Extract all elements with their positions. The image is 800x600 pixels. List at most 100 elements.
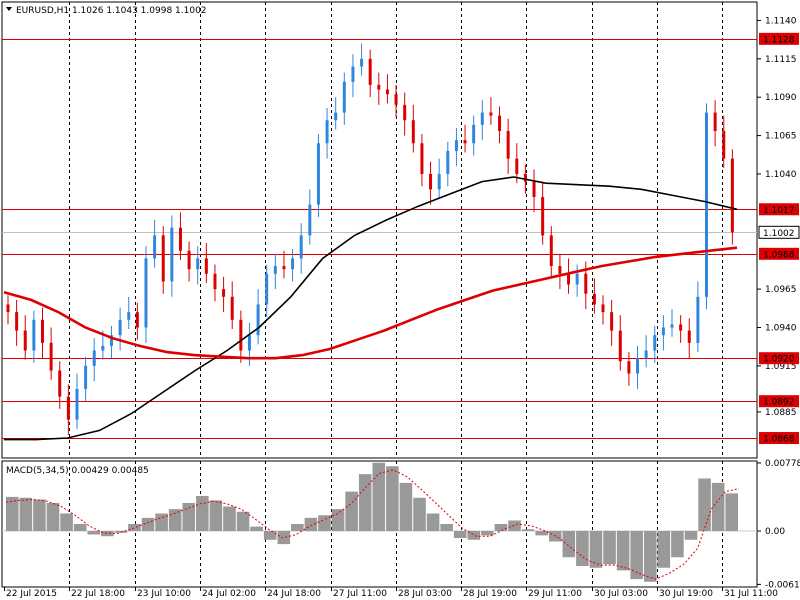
candle-body (661, 327, 665, 336)
macd-bar (725, 493, 738, 531)
candle-body (6, 304, 10, 313)
candle-body (170, 227, 174, 282)
candle-body (377, 84, 381, 90)
candle-body (644, 350, 648, 359)
candle-body (204, 258, 208, 274)
macd-bar (196, 496, 209, 531)
macd-bar (467, 531, 481, 540)
level-price-box (759, 32, 799, 45)
candle-body (489, 112, 493, 116)
macd-bar (521, 529, 535, 531)
candle-body (75, 388, 79, 420)
candle-body (213, 273, 217, 290)
macd-bar (223, 506, 236, 531)
x-tick-label: 30 Jul 03:00 (594, 589, 648, 599)
candle-body (291, 258, 295, 270)
macd-plot-frame (1, 460, 758, 588)
macd-tick-label: 0.00 (765, 527, 785, 537)
macd-bar (155, 513, 168, 531)
candle-body (161, 235, 165, 282)
candle-body (239, 319, 243, 351)
candle-body (636, 358, 640, 374)
candle-body (360, 58, 364, 67)
macd-bar (372, 462, 386, 531)
level-price-label: 1.0868 (763, 435, 795, 445)
candle-body (532, 181, 536, 197)
candle-body (230, 296, 234, 320)
chart-title: EURUSD,H1 1.1026 1.1043 1.0998 1.1002 (16, 6, 207, 16)
x-tick-label: 29 Jul 11:00 (528, 589, 582, 599)
candle-body (49, 342, 53, 371)
x-tick-label: 28 Jul 03:00 (398, 589, 452, 599)
candle-body (558, 266, 562, 274)
macd-bar (426, 513, 440, 531)
candle-body (696, 296, 700, 343)
candle-body (40, 319, 44, 343)
macd-bar (345, 491, 358, 531)
macd-bar (101, 531, 114, 537)
candle-body (592, 293, 596, 305)
macd-bar (671, 531, 684, 558)
candle-body (351, 66, 355, 82)
y-tick-label: 1.1115 (765, 55, 797, 65)
triangle-down-icon[interactable] (6, 7, 12, 11)
macd-bar (399, 482, 413, 531)
candle-body (394, 94, 398, 105)
macd-signal-line (5, 469, 740, 580)
x-tick-label: 22 Jul 2015 (6, 589, 57, 599)
x-tick-label: 23 Jul 10:00 (137, 589, 191, 599)
level-price-label: 1.1128 (763, 35, 795, 45)
macd-bar (6, 496, 19, 531)
candle-body (653, 335, 657, 351)
y-tick-label: 1.0940 (765, 323, 797, 333)
macd-bar (413, 497, 426, 531)
current-price-box (758, 225, 800, 239)
candle-body (144, 258, 148, 328)
candle-body (334, 112, 338, 121)
candle-body (601, 304, 605, 313)
candle-body (127, 312, 131, 320)
candle-body (411, 120, 415, 144)
y-tick-label: 1.0915 (765, 362, 797, 372)
candle-body (273, 266, 277, 274)
x-tick-label: 31 Jul 11:00 (724, 589, 778, 599)
y-tick-label: 1.1140 (765, 16, 797, 26)
candle-body (135, 312, 139, 328)
candle-body (222, 289, 226, 297)
macd-bar (277, 531, 291, 545)
level-price-label: 1.0988 (763, 250, 795, 260)
macd-tick-label: -0.0061 (765, 580, 800, 590)
macd-bar (589, 531, 603, 568)
macd-bar (128, 524, 141, 531)
candle-body (342, 81, 346, 113)
macd-bar (684, 531, 698, 540)
candle-body (58, 370, 62, 397)
macd-bar (603, 531, 616, 565)
candle-body (498, 115, 502, 131)
macd-bar (386, 466, 399, 531)
candle-body (713, 112, 717, 131)
ma-fast-line (3, 246, 738, 360)
candle-body (549, 235, 553, 267)
candle-body (187, 250, 191, 270)
macd-bar (711, 482, 725, 531)
macd-bar (87, 531, 101, 535)
candle-body (610, 312, 614, 331)
candle-body (730, 158, 734, 233)
y-tick-label: 1.0885 (765, 408, 797, 418)
macd-bar (46, 503, 60, 531)
macd-tick-label: 0.00778 (765, 459, 800, 469)
level-price-box (759, 352, 799, 365)
level-price-box (759, 203, 799, 216)
macd-bar (576, 531, 589, 566)
macd-bar (535, 531, 548, 536)
candle-body (627, 361, 631, 374)
macd-bar (453, 531, 467, 538)
candle-body (420, 143, 424, 174)
candle-body (567, 273, 571, 285)
candle-body (403, 104, 407, 121)
candle-body (454, 140, 458, 151)
macd-bar (616, 531, 630, 571)
macd-bar (19, 497, 33, 531)
